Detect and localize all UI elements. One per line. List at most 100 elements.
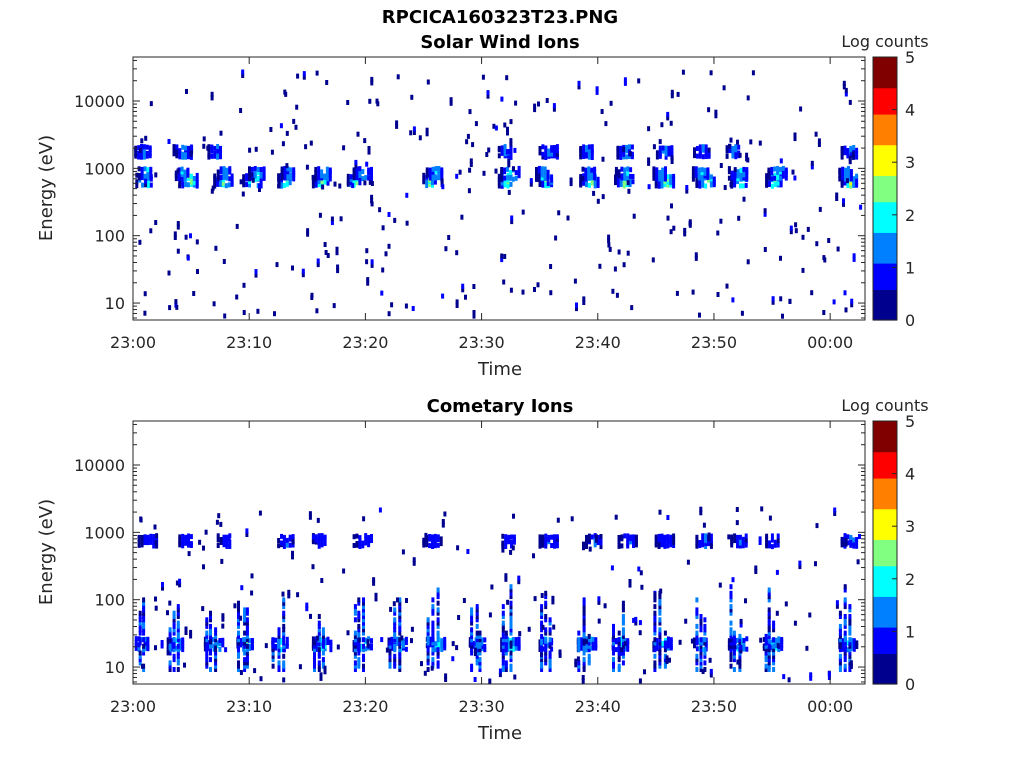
heatmap-cell	[426, 620, 430, 626]
heatmap-cell	[736, 659, 740, 665]
heatmap-cell	[538, 543, 542, 549]
heatmap-cell	[321, 640, 325, 646]
heatmap-cell	[658, 657, 662, 663]
heatmap-cell	[168, 637, 172, 643]
heatmap-cell	[838, 653, 842, 659]
heatmap-cell	[626, 541, 630, 547]
heatmap-cell	[214, 633, 218, 639]
heatmap-cell	[729, 584, 733, 590]
heatmap-cell	[428, 181, 432, 187]
heatmap-cell	[852, 537, 856, 543]
heatmap-cell	[709, 541, 713, 546]
heatmap-cell	[465, 139, 469, 145]
heatmap-cell	[253, 177, 257, 183]
heatmap-cell	[781, 313, 784, 319]
heatmap-cell	[658, 176, 662, 182]
heatmap-cell	[398, 627, 402, 633]
heatmap-cell	[709, 672, 713, 678]
heatmap-cell	[849, 173, 853, 179]
heatmap-cell	[431, 610, 435, 616]
heatmap-cell	[372, 577, 376, 583]
heatmap-cell	[770, 183, 774, 189]
heatmap-cell	[550, 151, 554, 157]
heatmap-cell	[478, 643, 482, 649]
heatmap-cell	[181, 151, 185, 157]
heatmap-cell	[842, 198, 845, 204]
heatmap-cell	[271, 647, 275, 653]
heatmap-cell	[398, 620, 402, 626]
x-tick-label: 23:20	[342, 697, 388, 716]
heatmap-cell	[243, 630, 247, 636]
heatmap-cell	[703, 653, 707, 659]
heatmap-cell	[683, 231, 687, 237]
heatmap-cell	[389, 606, 393, 612]
heatmap-cell	[390, 302, 394, 308]
heatmap-cell	[321, 637, 325, 643]
colorbar-segment	[873, 122, 897, 128]
heatmap-cell	[216, 169, 220, 175]
heatmap-cell	[695, 623, 699, 629]
heatmap-cell	[326, 253, 330, 258]
heatmap-cell	[209, 639, 212, 645]
heatmap-cell	[214, 245, 218, 251]
heatmap-cell	[449, 97, 453, 103]
colorbar-segment	[873, 162, 897, 168]
heatmap-cell	[848, 650, 852, 656]
heatmap-cell	[436, 637, 440, 643]
heatmap-cell	[180, 172, 184, 177]
heatmap-cell	[436, 620, 440, 626]
heatmap-cell	[733, 533, 737, 539]
heatmap-cell	[291, 537, 295, 543]
heatmap-cell	[335, 250, 339, 256]
heatmap-cell	[779, 158, 783, 164]
heatmap-cell	[308, 514, 312, 520]
heatmap-cell	[835, 600, 839, 606]
heatmap-cell	[550, 646, 554, 652]
heatmap-cell	[398, 657, 402, 663]
heatmap-cell	[601, 194, 605, 200]
heatmap-cell	[449, 100, 453, 106]
colorbar-segment	[873, 201, 897, 207]
heatmap-cell	[777, 647, 781, 653]
heatmap-cell	[548, 640, 552, 646]
heatmap-cell	[317, 650, 321, 656]
heatmap-cell	[154, 645, 157, 651]
heatmap-cell	[362, 620, 365, 626]
heatmap-cell	[772, 643, 776, 649]
heatmap-cell	[544, 600, 548, 606]
heatmap-cell	[703, 637, 707, 643]
heatmap-cell	[142, 151, 146, 157]
heatmap-cell	[393, 627, 397, 633]
heatmap-cell	[509, 600, 513, 606]
heatmap-cell	[637, 566, 641, 572]
xlabel-cometary: Time	[477, 723, 522, 744]
heatmap-cell	[540, 169, 544, 175]
x-tick-label: 23:40	[575, 697, 621, 716]
heatmap-cell	[245, 182, 249, 188]
heatmap-cell	[137, 646, 141, 652]
heatmap-cell	[426, 617, 430, 623]
heatmap-cell	[776, 533, 780, 539]
heatmap-cell	[189, 629, 193, 635]
heatmap-cell	[504, 573, 508, 579]
heatmap-cell	[772, 653, 776, 659]
heatmap-cell	[622, 262, 626, 268]
heatmap-cell	[666, 182, 670, 188]
heatmap-cell	[245, 657, 249, 663]
heatmap-cell	[214, 663, 218, 669]
heatmap-cell	[742, 172, 746, 178]
heatmap-cell	[767, 590, 771, 596]
heatmap-cell	[137, 154, 141, 160]
heatmap-cell	[700, 167, 704, 173]
heatmap-cell	[243, 637, 247, 643]
heatmap-cell	[431, 176, 435, 182]
heatmap-cell	[548, 650, 552, 656]
heatmap-cell	[700, 170, 704, 176]
heatmap-cell	[342, 145, 346, 151]
heatmap-cell	[451, 656, 455, 662]
heatmap-cell	[176, 667, 180, 672]
heatmap-cell	[848, 647, 852, 653]
heatmap-cell	[387, 212, 391, 217]
heatmap-cell	[311, 183, 315, 189]
heatmap-cell	[793, 175, 797, 181]
